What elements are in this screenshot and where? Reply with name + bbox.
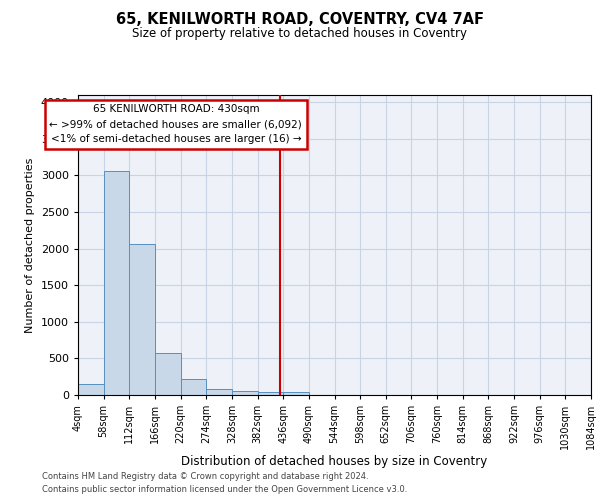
Bar	[232, 391, 257, 395]
Bar	[283, 392, 309, 395]
Bar	[206, 389, 232, 395]
Text: Contains HM Land Registry data © Crown copyright and database right 2024.: Contains HM Land Registry data © Crown c…	[42, 472, 368, 481]
Bar	[155, 354, 181, 395]
Bar	[257, 392, 283, 395]
Bar	[130, 244, 155, 395]
Text: 65 KENILWORTH ROAD: 430sqm
← >99% of detached houses are smaller (6,092)
<1% of : 65 KENILWORTH ROAD: 430sqm ← >99% of det…	[49, 104, 302, 144]
Bar	[104, 171, 130, 395]
Bar	[78, 384, 104, 395]
Bar	[181, 379, 206, 395]
X-axis label: Distribution of detached houses by size in Coventry: Distribution of detached houses by size …	[181, 455, 488, 468]
Text: Contains public sector information licensed under the Open Government Licence v3: Contains public sector information licen…	[42, 485, 407, 494]
Text: 65, KENILWORTH ROAD, COVENTRY, CV4 7AF: 65, KENILWORTH ROAD, COVENTRY, CV4 7AF	[116, 12, 484, 28]
Text: Size of property relative to detached houses in Coventry: Size of property relative to detached ho…	[133, 28, 467, 40]
Y-axis label: Number of detached properties: Number of detached properties	[25, 158, 35, 332]
